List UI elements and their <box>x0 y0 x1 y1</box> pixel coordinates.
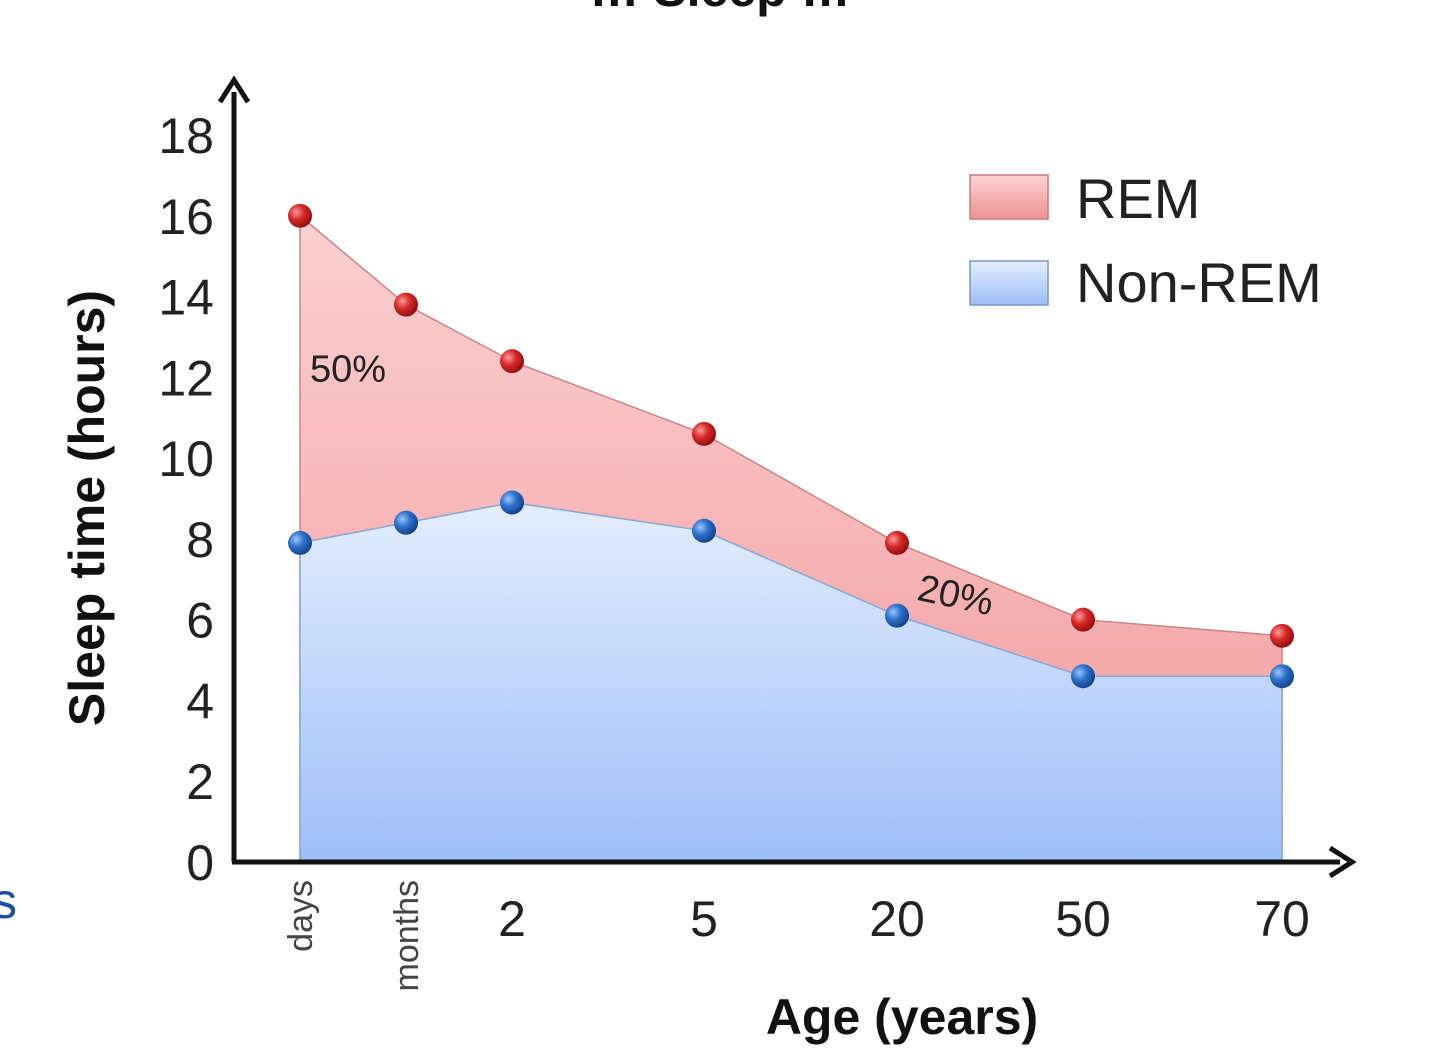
x-tick-labels: days months 2 5 20 50 70 <box>282 880 1310 992</box>
y-tick-label: 4 <box>186 673 214 729</box>
data-points <box>288 203 1294 689</box>
stray-text: s <box>0 873 17 929</box>
y-axis-arrow <box>217 75 251 104</box>
x-tick-label: 50 <box>1055 891 1111 947</box>
x-tick-label: days <box>282 880 320 952</box>
legend: REM Non-REM <box>969 167 1322 314</box>
axes <box>217 75 1357 879</box>
x-tick-label: 5 <box>690 891 718 947</box>
non-rem-point <box>394 510 418 535</box>
non-rem-point <box>288 530 312 555</box>
y-tick-label: 8 <box>186 512 214 568</box>
y-axis-title: Sleep time (hours) <box>59 290 115 726</box>
y-tick-label: 14 <box>158 270 214 326</box>
legend-label-rem: REM <box>1076 167 1200 230</box>
rem-point <box>500 349 524 374</box>
non-rem-point <box>885 603 909 628</box>
clipped-title: … Sleep … <box>589 0 850 17</box>
non-rem-point <box>1071 664 1095 689</box>
non-rem-point <box>500 490 524 515</box>
x-tick-label: months <box>388 880 426 992</box>
y-tick-label: 6 <box>186 593 214 649</box>
y-tick-label: 2 <box>186 754 214 810</box>
y-tick-labels: 0 2 4 6 8 10 12 14 16 18 <box>158 108 214 891</box>
y-tick-label: 16 <box>158 189 214 245</box>
rem-point <box>692 421 716 446</box>
percentage-annotation: 50% <box>310 348 386 390</box>
rem-point <box>1071 607 1095 632</box>
rem-point <box>394 292 418 317</box>
y-tick-label: 0 <box>186 835 214 891</box>
x-tick-label: 2 <box>498 891 526 947</box>
rem-point <box>1270 623 1294 648</box>
non-rem-area <box>299 501 1283 863</box>
x-tick-label: 20 <box>869 891 925 947</box>
non-rem-point <box>1270 664 1294 689</box>
y-tick-label: 18 <box>158 108 214 164</box>
legend-swatch-rem <box>969 174 1049 220</box>
x-axis-title: Age (years) <box>766 989 1038 1045</box>
legend-label-non-rem: Non-REM <box>1076 251 1322 314</box>
x-tick-label: 70 <box>1254 891 1310 947</box>
non-rem-point <box>692 518 716 543</box>
rem-point <box>885 530 909 555</box>
legend-swatch-non-rem <box>969 260 1049 306</box>
rem-point <box>288 203 312 228</box>
y-tick-label: 10 <box>158 431 214 487</box>
y-tick-label: 12 <box>158 350 214 406</box>
x-axis-arrow <box>1328 845 1357 879</box>
